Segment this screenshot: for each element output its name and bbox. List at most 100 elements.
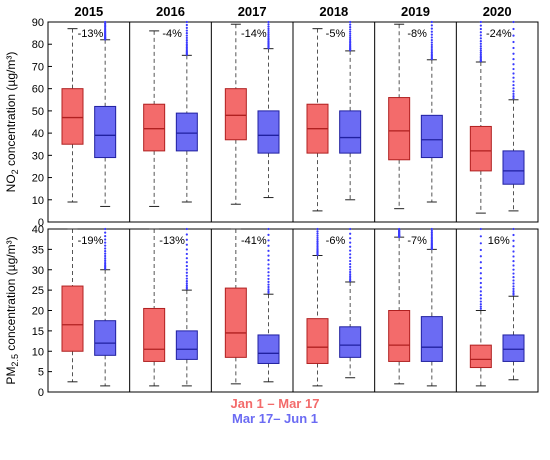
outlier-point [185,284,188,287]
outlier-point [479,261,482,264]
outlier-point [349,30,352,33]
legend-item-period2: Mar 17– Jun 1 [232,411,318,426]
outlier-point [349,278,352,281]
outlier-point [349,241,352,244]
change-annotation: -24% [486,28,512,40]
outlier-point [512,72,515,75]
outlier-point [512,63,515,66]
outlier-point [512,264,515,267]
outlier-point [349,276,352,280]
outlier-point [512,27,515,31]
outlier-point [185,20,188,24]
box [339,326,362,358]
outlier-point [479,255,482,258]
y-axis-label-rest: concentration (µg/m³) [4,52,18,170]
outlier-point [185,280,188,283]
outlier-point [349,273,352,276]
outlier-point [349,259,352,263]
outlier-point [349,232,352,235]
outlier-point [430,36,433,39]
outlier-point [185,268,188,271]
outlier-point [267,20,270,24]
outlier-point [267,227,270,231]
outlier-point [185,41,188,44]
year-label: 2018 [319,4,348,19]
outlier-point [104,231,107,234]
box [143,103,166,152]
outlier-point [185,274,188,277]
outlier-point [512,80,515,83]
outlier-point [267,29,270,33]
box [175,112,198,152]
outlier-point [512,95,515,98]
outlier-point [185,36,188,40]
change-annotation: -13% [78,28,104,40]
outlier-point [349,34,352,37]
outlier-point [185,39,188,42]
outlier-point [479,294,482,297]
outlier-point [479,266,482,270]
change-annotation: -13% [159,235,185,247]
outlier-point [267,254,270,257]
outlier-point [512,52,515,55]
outlier-point [430,233,433,236]
outlier-point [479,290,482,293]
outlier-point [512,34,515,37]
box [306,318,329,364]
outlier-point [104,238,107,241]
outlier-point [349,262,352,266]
outlier-point [185,261,188,264]
outlier-point [267,280,270,283]
outlier-point [267,290,270,293]
outlier-point [512,40,515,44]
year-label: 2016 [156,4,185,19]
box [339,110,362,154]
outlier-point [267,288,270,291]
outlier-point [104,227,107,231]
y-axis-label-rest: concentration (µg/m³) [4,236,18,354]
outlier-point [512,90,515,93]
outlier-point [267,263,270,266]
change-annotation: 16% [488,235,510,247]
change-annotation: -7% [407,235,427,247]
y-tick-label: 15 [32,326,44,338]
outlier-point [479,37,482,40]
outlier-point [267,274,270,277]
outlier-point [267,244,270,247]
outlier-point [512,287,515,290]
outlier-point [185,32,188,35]
outlier-point [267,249,270,252]
outlier-point [316,240,319,243]
outlier-point [349,38,352,41]
outlier-point [349,256,352,259]
outlier-point [267,23,270,26]
outlier-point [349,20,352,24]
outlier-point [104,235,107,238]
box [420,316,443,362]
outlier-point [479,51,482,54]
outlier-point [267,38,270,41]
outlier-point [479,286,482,289]
outlier-point [479,53,482,56]
outlier-point [185,282,188,285]
outlier-point [430,45,433,49]
box [469,125,492,172]
outlier-point [430,27,433,30]
outlier-point [267,31,270,34]
outlier-point [267,283,270,286]
outlier-point [430,43,433,46]
outlier-point [512,279,515,282]
panel-no2: 0 10 20 30 40 50 60 70 80 90 NO2 concentration (µg… [4,17,539,229]
outlier-point [316,227,319,231]
outlier-point [185,34,188,37]
outlier-point [349,41,352,44]
outlier-point [104,24,107,27]
outlier-point [185,26,188,29]
change-annotation: -19% [78,235,104,247]
panel-pm25: 0 5 10 15 20 25 30 35 40 PM2.5 concentration (µg/… [4,224,539,399]
outlier-point [267,291,270,294]
box [94,105,117,159]
outlier-point [398,227,401,231]
outlier-point [267,233,270,236]
outlier-point [349,40,352,43]
